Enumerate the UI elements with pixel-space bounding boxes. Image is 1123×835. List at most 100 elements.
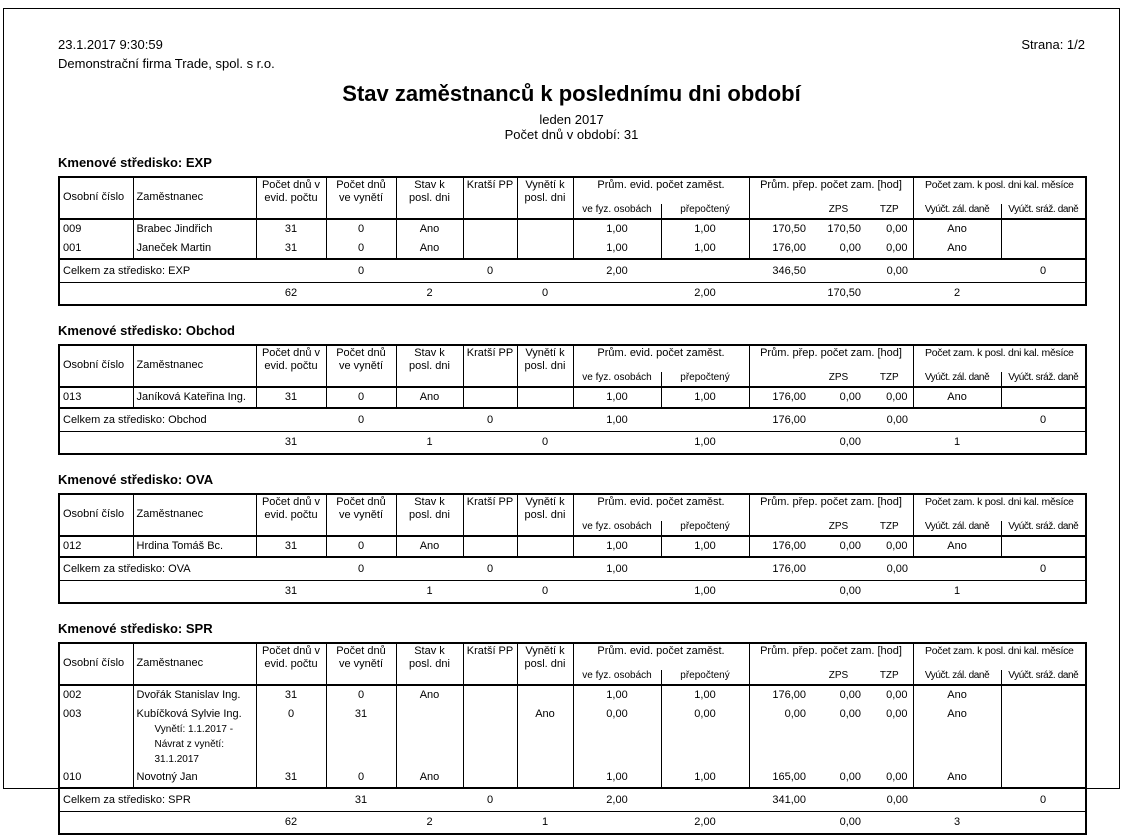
- cell-fyz-osoby: 1,00: [572, 387, 661, 408]
- cell-dny-evid: 31: [255, 387, 326, 408]
- cell-tzp: 0,00: [886, 708, 908, 720]
- cell-vyuct-sraz-dane: [1000, 685, 1087, 705]
- cell-kratsi-pp: [462, 536, 517, 557]
- cell-prep-hodiny: 165,00: [748, 768, 812, 788]
- cell-fyz-osoby: 1,00: [572, 219, 661, 239]
- cell-zps: 0,00: [839, 771, 862, 783]
- cell-dny-evid: 0: [255, 705, 326, 768]
- table-header: Osobní číslo Zaměstnanec Počet dnů v evid…: [59, 494, 1087, 537]
- report-days-in-period: Počet dnů v období: 31: [504, 127, 639, 142]
- cell-dny-vyneti: 0: [325, 387, 396, 408]
- spacer-cell: [1001, 431, 1087, 454]
- spacer-cell: [463, 431, 517, 454]
- spacer-cell: [59, 811, 256, 834]
- cell-vyuct-zal-dane: Ano: [912, 685, 1002, 705]
- table-row: 009 Brabec Jindřich 31 0 Ano 1,00 1,00 170,50 17…: [59, 219, 1087, 239]
- total-stav-posl-dni: 2: [396, 811, 463, 834]
- column-group-pocet-zam: Počet zam. k posl. dni kal. měsíce: [912, 494, 1087, 521]
- column-header-prep-blank: [748, 670, 812, 686]
- header-line: posl. dni: [409, 192, 450, 204]
- section: Kmenové středisko: Obchod Osobní číslo Z…: [58, 323, 1088, 455]
- cell-fyz-osoby: 1,00: [572, 685, 661, 705]
- header-line: Počet dnů v: [261, 496, 321, 508]
- subheader-row: ve fyz. osobách přepočtený ZPS TZP Vyúčt…: [59, 372, 1087, 388]
- column-header-vyuct-sraz-dane: Vyúčt. sráž. daně: [1000, 521, 1087, 537]
- cell-zamestnanec: Hrdina Tomáš Bc.: [132, 536, 256, 557]
- column-header-stav-k-posl-dni: Stav k posl. dni: [395, 643, 463, 686]
- total-tzp: 0,00: [866, 556, 914, 581]
- header-line: Stav k: [414, 347, 445, 359]
- spacer-cell: [326, 431, 396, 454]
- column-header-prep-blank: [748, 372, 812, 388]
- total-prepocteny: 1,00: [661, 580, 750, 603]
- report-table: Osobní číslo Zaměstnanec Počet dnů v evid…: [58, 176, 1088, 306]
- subheader-row: ve fyz. osobách přepočtený ZPS TZP Vyúčt…: [59, 521, 1087, 537]
- total-zps: 0,00: [811, 811, 867, 834]
- header-line: posl. dni: [409, 360, 450, 372]
- total-prep-hodiny: 176,00: [749, 556, 812, 581]
- employee-note: Vynětí: 1.1.2017 -: [154, 724, 234, 735]
- cell-stav-posl-dni: Ano: [395, 685, 463, 705]
- table-row: 010 Novotný Jan 31 0 Ano 1,00 1,00 165,00 0,00 0,…: [59, 768, 1087, 788]
- total-dny-evid: 62: [256, 811, 326, 834]
- cell-prepocteny: 1,00: [660, 768, 750, 788]
- cell-osobni-cislo: 001: [63, 242, 82, 254]
- spacer-cell: [913, 258, 1002, 283]
- header-line: evid. počtu: [264, 360, 318, 372]
- cell-prep-hodiny: 170,50: [748, 219, 812, 239]
- column-group-pocet-zam: Počet zam. k posl. dni kal. měsíce: [912, 345, 1087, 372]
- total-label: Celkem za středisko: OVA: [59, 556, 326, 581]
- header-line: Zaměstnanec: [136, 508, 204, 520]
- column-header-prep-blank: [748, 521, 812, 537]
- cell-prepocteny: 1,00: [660, 685, 750, 705]
- column-group-prum-evid: Prům. evid. počet zaměst.: [572, 643, 750, 670]
- cell-fyz-osoby: 1,00: [572, 768, 661, 788]
- section-title: Kmenové středisko: Obchod: [58, 323, 235, 338]
- cell-stav-posl-dni: Ano: [395, 219, 463, 239]
- spacer-cell: [661, 407, 750, 432]
- column-header-osobni-cislo: Osobní číslo: [59, 494, 133, 537]
- total-row-primary: Celkem za středisko: OVA 0 0 1,00 176,00…: [59, 556, 1087, 581]
- total-dny-vyneti: 0: [326, 556, 396, 581]
- total-kratsi-pp: 0: [463, 787, 517, 812]
- cell-dny-vyneti: 31: [325, 705, 396, 768]
- spacer-cell: [749, 811, 812, 834]
- cell-vyuct-sraz-dane: [1000, 536, 1087, 557]
- cell-osobni-cislo: 012: [63, 540, 82, 552]
- cell-vyneti-posl-dni: [516, 219, 573, 239]
- cell-stav-posl-dni: Ano: [395, 387, 463, 408]
- total-prepocteny: 2,00: [661, 282, 750, 305]
- column-header-ve-fyz-osobach: ve fyz. osobách: [572, 372, 661, 388]
- spacer-cell: [749, 282, 812, 305]
- cell-vyuct-sraz-dane: [1000, 239, 1087, 259]
- cell-kratsi-pp: [462, 768, 517, 788]
- cell-osobni-cislo: 010: [63, 771, 82, 783]
- cell-vyuct-sraz-dane: [1000, 219, 1087, 239]
- total-vyuct-sraz-dane: 0: [1001, 787, 1087, 812]
- column-header-vyneti-k-posl-dni: Vynětí k posl. dni: [516, 643, 573, 686]
- total-fyz-osoby: 2,00: [573, 787, 661, 812]
- column-header-tzp: TZP: [866, 204, 914, 220]
- cell-vyuct-sraz-dane: [1000, 387, 1087, 408]
- column-header-pocet-dnu-vyneti: Počet dnů ve vynětí: [325, 494, 396, 537]
- header-line: Vynětí k: [525, 347, 565, 359]
- cell-vyuct-zal-dane: Ano: [912, 768, 1002, 788]
- page-number: Strana: 1/2: [1021, 37, 1085, 52]
- column-header-vyneti-k-posl-dni: Vynětí k posl. dni: [516, 177, 573, 220]
- spacer-cell: [396, 258, 463, 283]
- spacer-cell: [396, 556, 463, 581]
- company-name: Demonstrační firma Trade, spol. s r.o.: [58, 56, 275, 71]
- employee-name: Hrdina Tomáš Bc.: [136, 540, 224, 552]
- cell-vyneti-posl-dni: [516, 685, 573, 705]
- cell-kratsi-pp: [462, 239, 517, 259]
- spacer-cell: [463, 282, 517, 305]
- header-line: Vynětí k: [525, 645, 565, 657]
- total-tzp: 0,00: [866, 258, 914, 283]
- header-line: posl. dni: [524, 360, 566, 372]
- cell-prep-hodiny: 176,00: [748, 685, 812, 705]
- cell-vyneti-posl-dni: [516, 768, 573, 788]
- cell-zamestnanec: Novotný Jan: [132, 768, 256, 788]
- spacer-cell: [811, 258, 867, 283]
- cell-zamestnanec: Kubíčková Sylvie Ing. Vynětí: 1.1.2017 - N…: [132, 705, 256, 768]
- total-row-secondary: 62 2 1 2,00 0,00 3: [59, 811, 1087, 834]
